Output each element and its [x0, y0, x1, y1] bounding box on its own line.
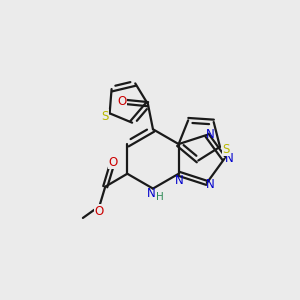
Text: N: N	[147, 187, 156, 200]
Text: O: O	[95, 205, 104, 218]
Text: N: N	[206, 128, 215, 141]
Text: N: N	[206, 178, 215, 191]
Text: S: S	[101, 110, 108, 123]
Text: O: O	[108, 156, 117, 169]
Text: H: H	[156, 192, 164, 202]
Text: S: S	[222, 143, 230, 156]
Text: N: N	[225, 152, 234, 165]
Text: N: N	[175, 174, 184, 187]
Text: O: O	[117, 95, 127, 108]
